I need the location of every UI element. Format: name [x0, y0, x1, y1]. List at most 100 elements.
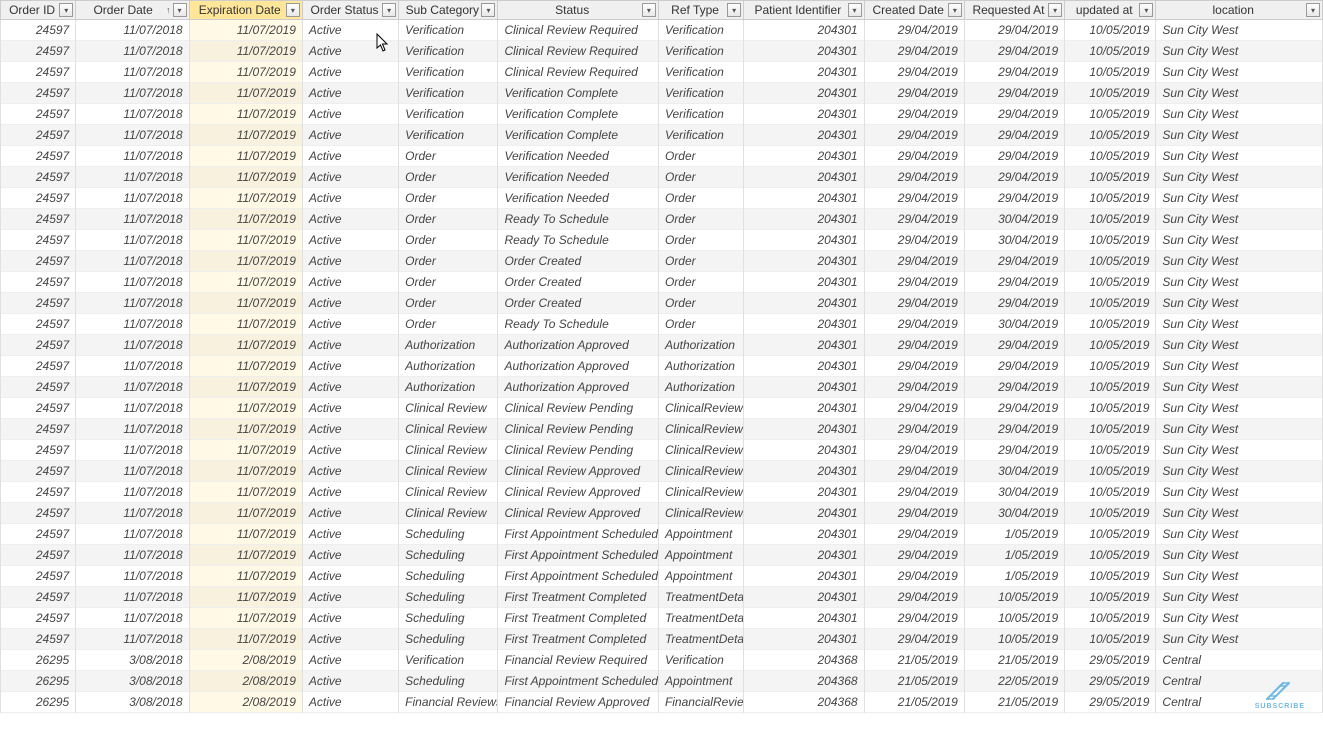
cell-orderId[interactable]: 26295 — [1, 650, 76, 671]
table-row[interactable]: 2459711/07/201811/07/2019ActiveVerificat… — [1, 62, 1323, 83]
cell-orderDate[interactable]: 3/08/2018 — [76, 671, 189, 692]
cell-orderStatus[interactable]: Active — [302, 335, 398, 356]
cell-orderDate[interactable]: 11/07/2018 — [76, 482, 189, 503]
cell-location[interactable]: Sun City West — [1156, 419, 1323, 440]
cell-expDate[interactable]: 11/07/2019 — [189, 440, 302, 461]
cell-refType[interactable]: Order — [658, 188, 743, 209]
table-row[interactable]: 2459711/07/201811/07/2019ActiveSchedulin… — [1, 545, 1323, 566]
table-row[interactable]: 2459711/07/201811/07/2019ActiveClinical … — [1, 440, 1323, 461]
cell-expDate[interactable]: 11/07/2019 — [189, 398, 302, 419]
cell-orderDate[interactable]: 11/07/2018 — [76, 83, 189, 104]
cell-orderDate[interactable]: 11/07/2018 — [76, 629, 189, 650]
cell-created[interactable]: 21/05/2019 — [864, 692, 964, 713]
cell-orderDate[interactable]: 11/07/2018 — [76, 356, 189, 377]
cell-updated[interactable]: 10/05/2019 — [1065, 587, 1156, 608]
cell-subCat[interactable]: Verification — [399, 41, 498, 62]
cell-updated[interactable]: 10/05/2019 — [1065, 629, 1156, 650]
cell-updated[interactable]: 10/05/2019 — [1065, 251, 1156, 272]
cell-refType[interactable]: ClinicalReview — [658, 419, 743, 440]
cell-refType[interactable]: Order — [658, 209, 743, 230]
column-header-subCat[interactable]: Sub Category▾ — [399, 1, 498, 20]
cell-patientId[interactable]: 204368 — [744, 671, 864, 692]
cell-patientId[interactable]: 204301 — [744, 461, 864, 482]
cell-subCat[interactable]: Order — [399, 167, 498, 188]
cell-subCat[interactable]: Scheduling — [399, 671, 498, 692]
cell-expDate[interactable]: 11/07/2019 — [189, 104, 302, 125]
cell-status[interactable]: Ready To Schedule — [498, 209, 658, 230]
table-row[interactable]: 2459711/07/201811/07/2019ActiveOrderVeri… — [1, 188, 1323, 209]
cell-orderDate[interactable]: 11/07/2018 — [76, 251, 189, 272]
cell-refType[interactable]: Appointment — [658, 524, 743, 545]
cell-orderDate[interactable]: 11/07/2018 — [76, 566, 189, 587]
cell-updated[interactable]: 10/05/2019 — [1065, 83, 1156, 104]
cell-patientId[interactable]: 204301 — [744, 272, 864, 293]
cell-subCat[interactable]: Order — [399, 272, 498, 293]
cell-updated[interactable]: 10/05/2019 — [1065, 482, 1156, 503]
cell-refType[interactable]: Verification — [658, 62, 743, 83]
cell-subCat[interactable]: Verification — [399, 104, 498, 125]
cell-location[interactable]: Sun City West — [1156, 314, 1323, 335]
cell-orderStatus[interactable]: Active — [302, 104, 398, 125]
cell-patientId[interactable]: 204301 — [744, 146, 864, 167]
cell-requested[interactable]: 29/04/2019 — [964, 272, 1064, 293]
cell-expDate[interactable]: 11/07/2019 — [189, 251, 302, 272]
cell-orderId[interactable]: 24597 — [1, 125, 76, 146]
cell-requested[interactable]: 21/05/2019 — [964, 650, 1064, 671]
cell-orderId[interactable]: 24597 — [1, 230, 76, 251]
column-header-refType[interactable]: Ref Type▾ — [658, 1, 743, 20]
cell-location[interactable]: Sun City West — [1156, 125, 1323, 146]
cell-expDate[interactable]: 2/08/2019 — [189, 692, 302, 713]
cell-patientId[interactable]: 204301 — [744, 167, 864, 188]
cell-orderDate[interactable]: 11/07/2018 — [76, 608, 189, 629]
cell-location[interactable]: Central — [1156, 692, 1323, 713]
table-row[interactable]: 2459711/07/201811/07/2019ActiveOrderOrde… — [1, 272, 1323, 293]
cell-location[interactable]: Sun City West — [1156, 545, 1323, 566]
cell-patientId[interactable]: 204301 — [744, 230, 864, 251]
cell-status[interactable]: Order Created — [498, 272, 658, 293]
cell-subCat[interactable]: Clinical Review — [399, 461, 498, 482]
cell-patientId[interactable]: 204301 — [744, 251, 864, 272]
table-row[interactable]: 2459711/07/201811/07/2019ActiveAuthoriza… — [1, 377, 1323, 398]
cell-location[interactable]: Sun City West — [1156, 503, 1323, 524]
cell-location[interactable]: Sun City West — [1156, 104, 1323, 125]
cell-requested[interactable]: 29/04/2019 — [964, 251, 1064, 272]
cell-location[interactable]: Sun City West — [1156, 251, 1323, 272]
cell-orderStatus[interactable]: Active — [302, 608, 398, 629]
cell-orderId[interactable]: 24597 — [1, 104, 76, 125]
cell-orderDate[interactable]: 3/08/2018 — [76, 650, 189, 671]
cell-status[interactable]: First Appointment Scheduled — [498, 671, 658, 692]
cell-expDate[interactable]: 11/07/2019 — [189, 608, 302, 629]
cell-expDate[interactable]: 11/07/2019 — [189, 503, 302, 524]
cell-updated[interactable]: 10/05/2019 — [1065, 230, 1156, 251]
cell-orderStatus[interactable]: Active — [302, 167, 398, 188]
cell-expDate[interactable]: 11/07/2019 — [189, 524, 302, 545]
cell-orderDate[interactable]: 11/07/2018 — [76, 377, 189, 398]
cell-location[interactable]: Sun City West — [1156, 167, 1323, 188]
cell-orderId[interactable]: 24597 — [1, 587, 76, 608]
cell-orderId[interactable]: 24597 — [1, 545, 76, 566]
cell-patientId[interactable]: 204368 — [744, 692, 864, 713]
cell-created[interactable]: 29/04/2019 — [864, 209, 964, 230]
cell-updated[interactable]: 10/05/2019 — [1065, 335, 1156, 356]
cell-status[interactable]: Clinical Review Required — [498, 41, 658, 62]
cell-updated[interactable]: 10/05/2019 — [1065, 20, 1156, 41]
cell-orderDate[interactable]: 11/07/2018 — [76, 314, 189, 335]
cell-created[interactable]: 29/04/2019 — [864, 398, 964, 419]
cell-created[interactable]: 29/04/2019 — [864, 608, 964, 629]
cell-orderId[interactable]: 26295 — [1, 671, 76, 692]
cell-updated[interactable]: 10/05/2019 — [1065, 608, 1156, 629]
cell-subCat[interactable]: Verification — [399, 83, 498, 104]
cell-expDate[interactable]: 11/07/2019 — [189, 461, 302, 482]
cell-status[interactable]: Clinical Review Pending — [498, 398, 658, 419]
table-row[interactable]: 262953/08/20182/08/2019ActiveVerificatio… — [1, 650, 1323, 671]
cell-orderDate[interactable]: 11/07/2018 — [76, 440, 189, 461]
cell-location[interactable]: Sun City West — [1156, 398, 1323, 419]
cell-created[interactable]: 29/04/2019 — [864, 83, 964, 104]
cell-orderId[interactable]: 24597 — [1, 419, 76, 440]
cell-orderStatus[interactable]: Active — [302, 587, 398, 608]
cell-orderId[interactable]: 24597 — [1, 146, 76, 167]
cell-status[interactable]: Ready To Schedule — [498, 314, 658, 335]
cell-refType[interactable]: ClinicalReview — [658, 482, 743, 503]
cell-expDate[interactable]: 11/07/2019 — [189, 83, 302, 104]
cell-subCat[interactable]: Clinical Review — [399, 503, 498, 524]
